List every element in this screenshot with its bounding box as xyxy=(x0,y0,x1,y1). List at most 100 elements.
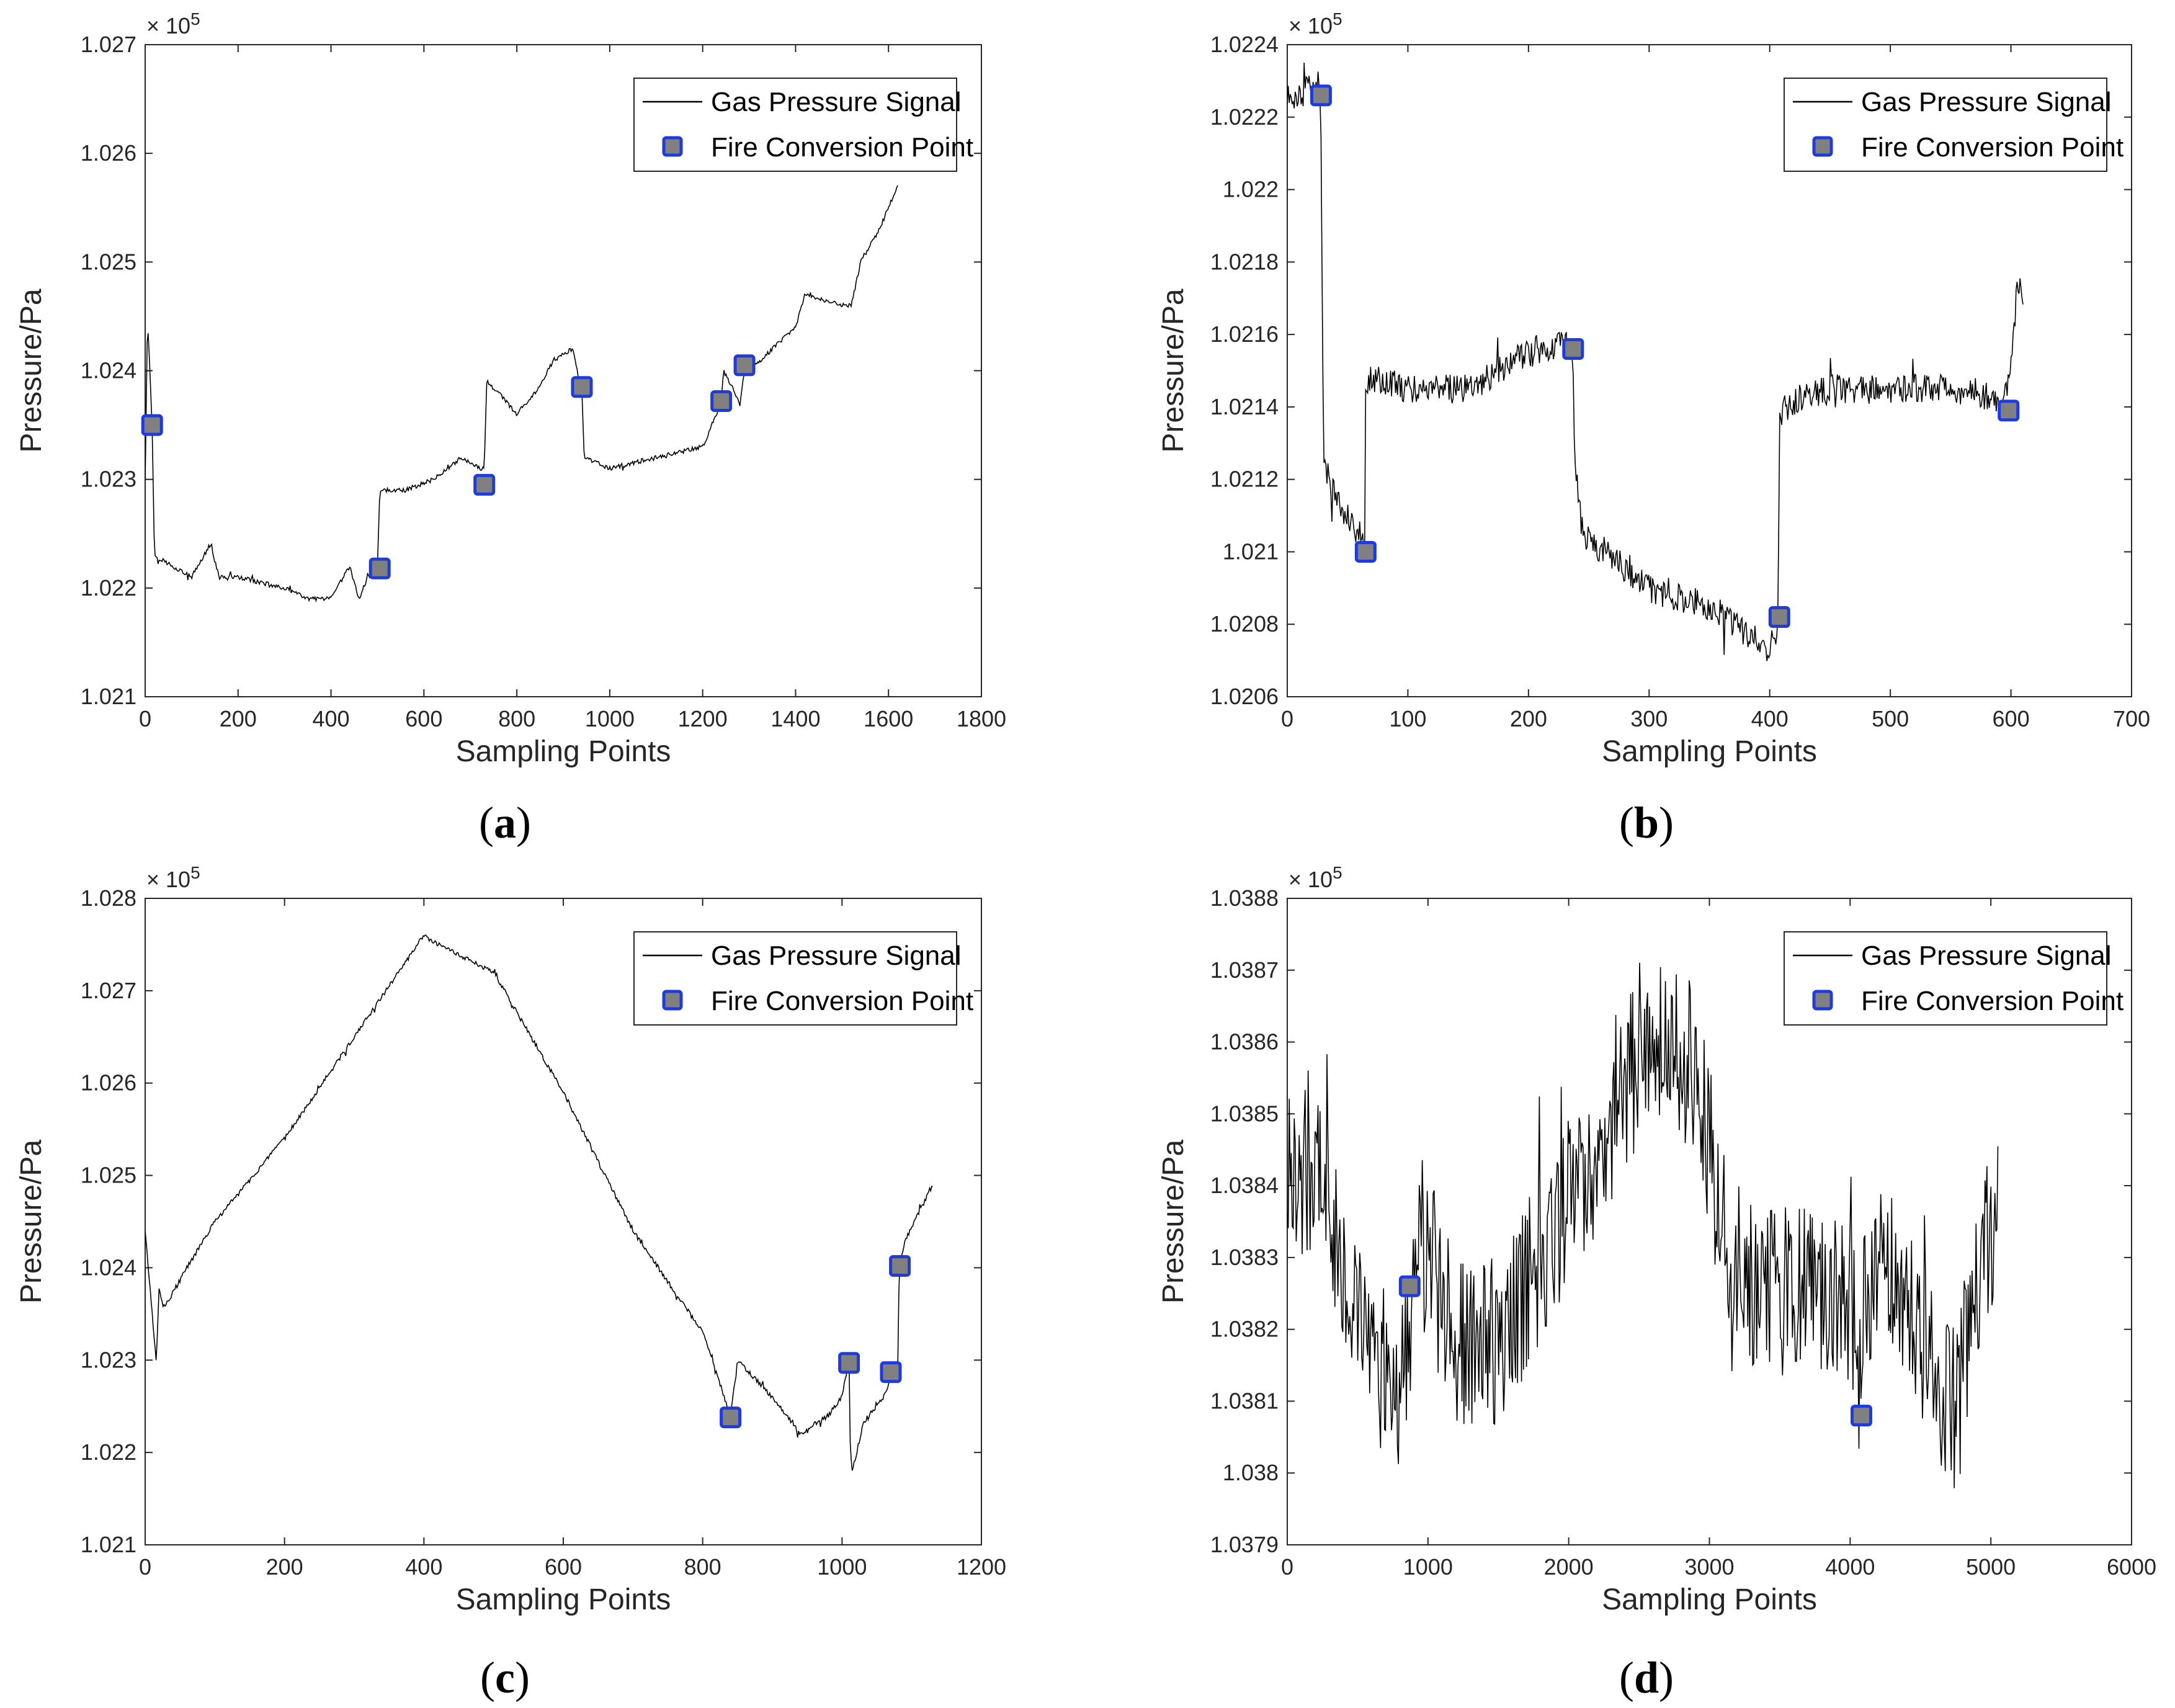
caption-letter: a xyxy=(494,798,516,847)
x-tick-label: 600 xyxy=(405,706,442,731)
y-tick-label: 1.022 xyxy=(81,575,136,601)
x-tick-label: 200 xyxy=(220,706,257,731)
y-tick-label: 1.024 xyxy=(81,1254,136,1280)
exponent-power: 5 xyxy=(190,863,200,882)
x-tick-label: 400 xyxy=(1751,706,1789,731)
fire-conversion-point xyxy=(571,376,593,398)
x-axis-label: Sampling Points xyxy=(456,735,671,768)
legend-label-signal: Gas Pressure Signal xyxy=(1861,941,2112,971)
exponent-power: 5 xyxy=(1333,9,1342,29)
chart-panel-a: 0 200 400 600 800 1000 1200 1400 1600 1800 1.021 1.… xyxy=(15,9,1006,847)
y-tick-label: 1.027 xyxy=(81,32,136,57)
panel-caption: (b) xyxy=(1619,798,1674,847)
x-tick-label: 200 xyxy=(266,1554,303,1580)
legend-label-points: Fire Conversion Point xyxy=(711,132,973,163)
fire-conversion-point xyxy=(880,1361,902,1384)
x-tick-label: 1600 xyxy=(864,706,913,731)
exponent-base: × 10 xyxy=(1288,13,1333,38)
x-tick-label: 0 xyxy=(1281,1554,1293,1580)
fire-conversion-point xyxy=(141,414,163,436)
legend-box xyxy=(1784,931,2107,1026)
gas-pressure-signal-line xyxy=(1287,962,1999,1488)
y-tick-label: 1.0222 xyxy=(1210,104,1279,130)
fire-conversion-point xyxy=(1562,338,1584,360)
fire-conversion-point xyxy=(733,354,756,377)
gas-pressure-signal-line xyxy=(145,934,933,1471)
x-tick-label: 300 xyxy=(1630,706,1668,731)
x-tick-label: 400 xyxy=(313,706,350,731)
chart-panel-b: 0 100 200 300 400 500 600 700 1.0206 1.0208 1.021 1… xyxy=(1157,9,2150,847)
y-tick-label: 1.021 xyxy=(81,1532,136,1557)
chart-panel-c: 0 200 400 600 800 1000 1200 1.021 1.022 1.023 1.02… xyxy=(15,863,1006,1702)
legend-label-signal: Gas Pressure Signal xyxy=(711,941,962,971)
fire-conversion-point xyxy=(838,1352,860,1374)
caption-letter: d xyxy=(1634,1653,1659,1702)
x-tick-label: 1200 xyxy=(957,1554,1006,1580)
exponent-power: 5 xyxy=(1333,863,1342,882)
y-tick-label: 1.0381 xyxy=(1210,1388,1279,1413)
panel-caption: (a) xyxy=(479,798,531,847)
y-tick-label: 1.0218 xyxy=(1210,249,1279,274)
fire-conversion-point xyxy=(1768,606,1790,628)
y-tick-label: 1.028 xyxy=(81,885,136,911)
exponent-base: × 10 xyxy=(146,13,190,38)
legend-box xyxy=(633,78,957,172)
y-tick-label: 1.026 xyxy=(81,140,136,166)
x-tick-label: 6000 xyxy=(2107,1554,2156,1580)
y-tick-label: 1.0224 xyxy=(1210,32,1279,57)
y-tick-label: 1.0214 xyxy=(1210,394,1279,419)
axis-exponent: × 105 xyxy=(146,9,200,38)
x-tick-label: 1000 xyxy=(1403,1554,1453,1580)
x-tick-label: 800 xyxy=(498,706,535,731)
legend-label-signal: Gas Pressure Signal xyxy=(711,87,962,117)
legend-marker-swatch xyxy=(1812,990,1833,1011)
gas-pressure-signal-line xyxy=(1287,62,2024,661)
y-tick-label: 1.027 xyxy=(81,978,136,1003)
caption-close-paren: ) xyxy=(515,1653,530,1702)
x-tick-label: 3000 xyxy=(1684,1554,1734,1580)
x-tick-label: 1400 xyxy=(770,706,820,731)
x-axis-label: Sampling Points xyxy=(1602,1583,1817,1616)
x-tick-label: 600 xyxy=(1993,706,2030,731)
x-tick-label: 5000 xyxy=(1966,1554,2016,1580)
legend-box xyxy=(633,931,957,1026)
y-tick-label: 1.025 xyxy=(81,249,136,274)
y-axis-label: Pressure/Pa xyxy=(1157,1140,1190,1303)
panel-caption: (c) xyxy=(480,1653,530,1702)
fire-conversion-point xyxy=(889,1254,911,1277)
caption-open-paren: ( xyxy=(479,798,494,847)
legend-label-points: Fire Conversion Point xyxy=(1861,132,2124,163)
x-axis-label: Sampling Points xyxy=(1602,735,1817,768)
legend-label-points: Fire Conversion Point xyxy=(711,986,973,1016)
fire-conversion-point xyxy=(1398,1275,1421,1297)
y-tick-label: 1.023 xyxy=(81,467,136,492)
caption-open-paren: ( xyxy=(480,1653,495,1702)
legend-marker-swatch xyxy=(662,136,683,157)
y-tick-label: 1.0216 xyxy=(1210,321,1279,347)
chart-panel-d: 0 1000 2000 3000 4000 5000 6000 1.0379 1.038 1.03… xyxy=(1157,863,2156,1702)
fire-conversion-point xyxy=(720,1406,742,1429)
y-axis-label: Pressure/Pa xyxy=(1157,288,1190,452)
y-tick-label: 1.023 xyxy=(81,1347,136,1372)
legend-marker-swatch xyxy=(662,990,683,1011)
legend-label-signal: Gas Pressure Signal xyxy=(1861,87,2112,117)
x-tick-label: 1200 xyxy=(678,706,728,731)
caption-open-paren: ( xyxy=(1619,798,1634,847)
x-tick-label: 1000 xyxy=(817,1554,867,1580)
x-tick-label: 700 xyxy=(2113,706,2150,731)
fire-conversion-point xyxy=(1998,400,2020,422)
y-tick-label: 1.021 xyxy=(1223,539,1279,564)
y-axis-label: Pressure/Pa xyxy=(15,1140,48,1303)
y-tick-label: 1.0206 xyxy=(1210,684,1279,709)
x-tick-label: 800 xyxy=(684,1554,721,1580)
exponent-power: 5 xyxy=(190,9,200,29)
y-tick-label: 1.0379 xyxy=(1210,1532,1279,1557)
caption-letter: c xyxy=(495,1653,515,1702)
axis-exponent: × 105 xyxy=(146,863,200,892)
x-axis-label: Sampling Points xyxy=(456,1583,671,1616)
caption-letter: b xyxy=(1634,798,1659,847)
x-tick-label: 200 xyxy=(1510,706,1547,731)
y-axis-label: Pressure/Pa xyxy=(15,288,48,452)
x-tick-label: 0 xyxy=(139,706,151,731)
